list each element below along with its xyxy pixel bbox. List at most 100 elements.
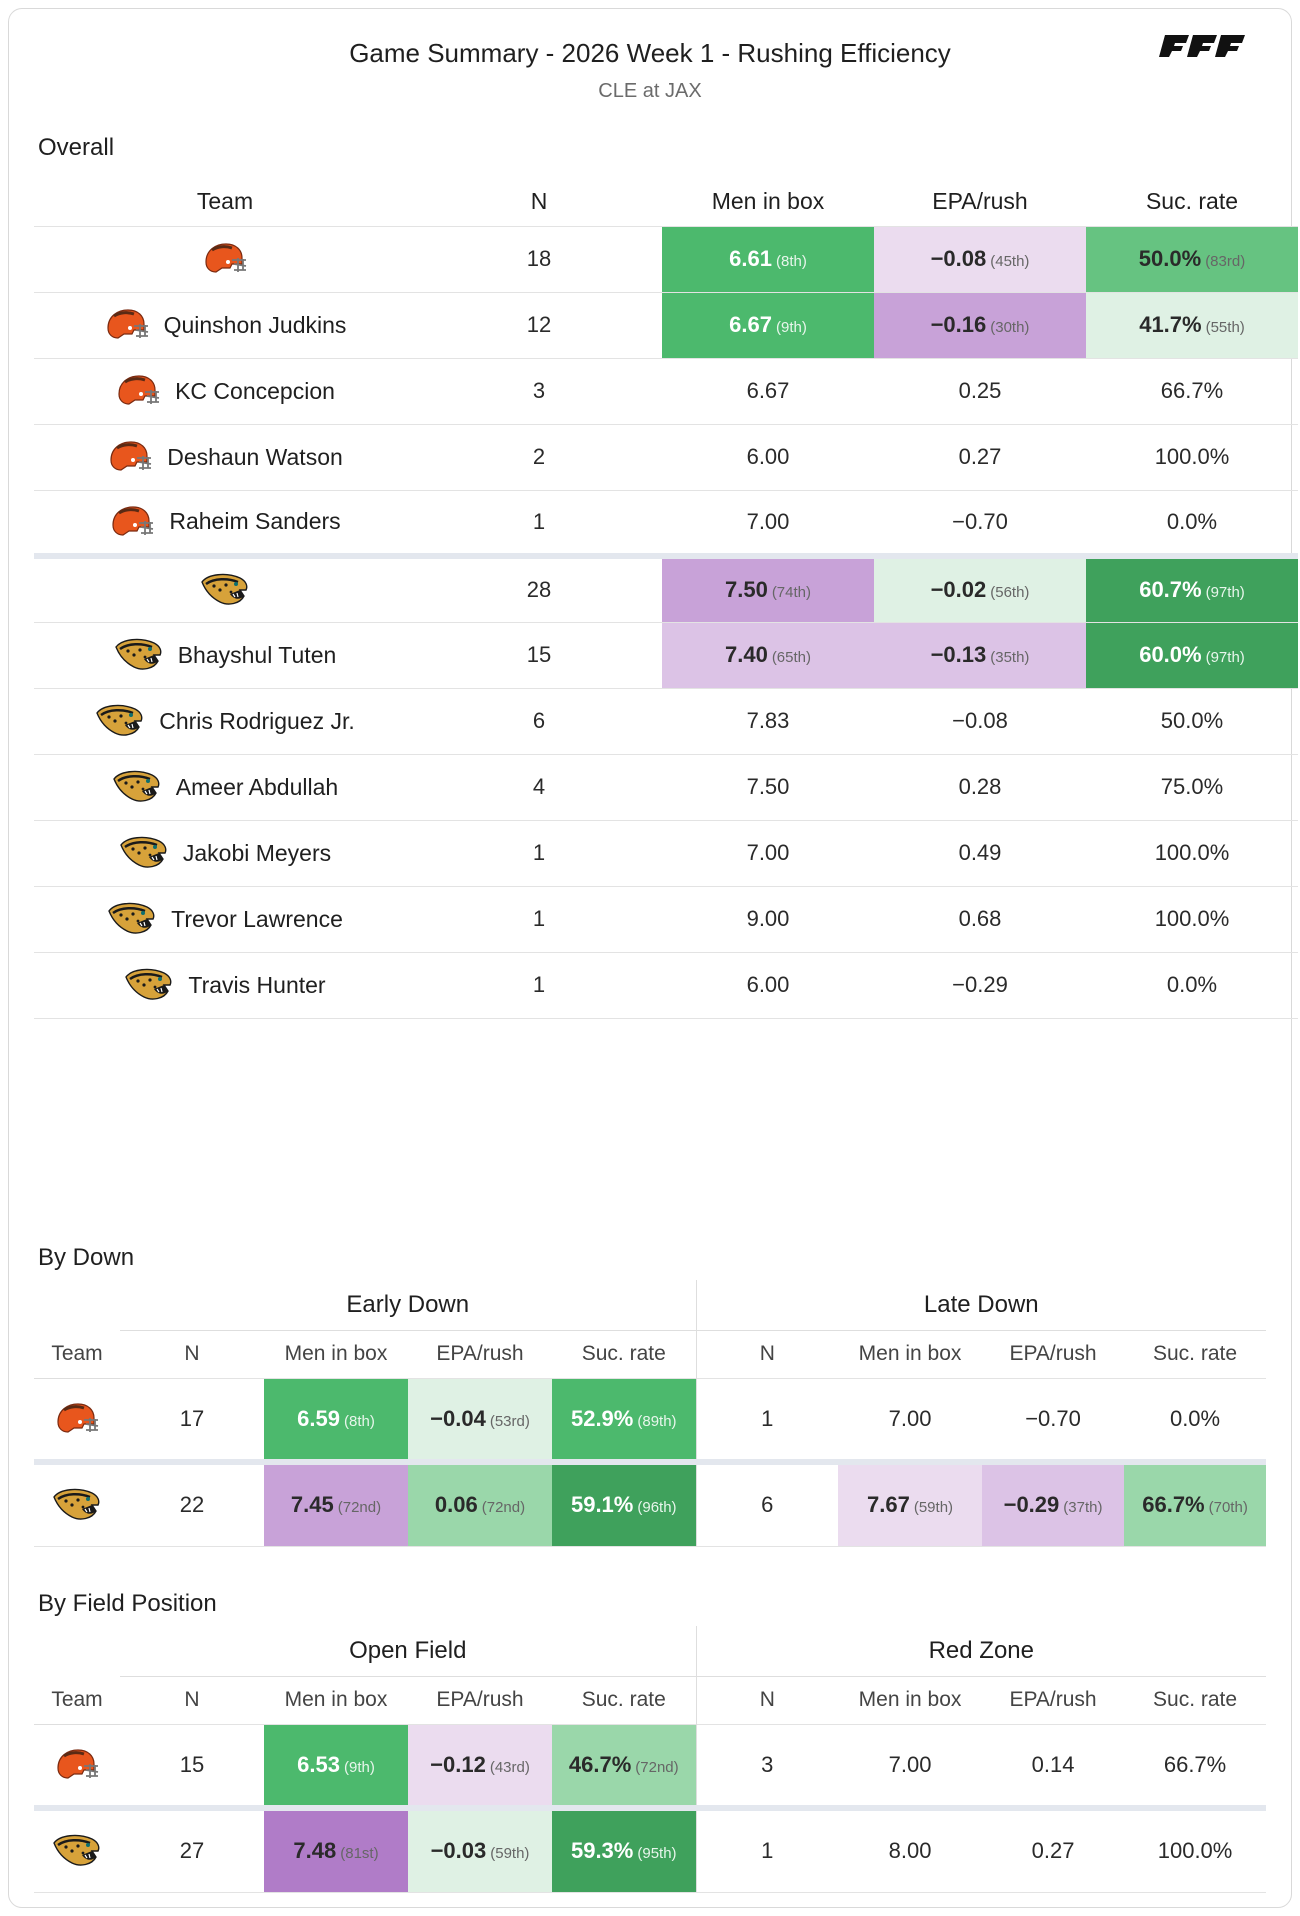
player-name: Ameer Abdullah xyxy=(175,773,339,800)
team-row: 18 6.61 (8th) −0.08 (45th) 50.0% (83rd) xyxy=(34,225,1298,292)
stat-cell: 7.83 xyxy=(662,687,874,754)
n-cell: 15 xyxy=(416,621,662,688)
jaguars-logo-icon xyxy=(52,1833,102,1869)
stat-value: −0.03 xyxy=(430,1838,487,1864)
team-cell: Chris Rodriguez Jr. xyxy=(34,687,416,754)
browns-helmet-icon xyxy=(107,440,153,474)
stat-cell: 46.7% (72nd) xyxy=(552,1723,697,1808)
player-name: KC Concepcion xyxy=(175,377,335,404)
team-row: 27 7.48 (81st) −0.03 (59th) 59.3% (95th) 1 … xyxy=(34,1805,1267,1893)
stat-cell: 8.00 xyxy=(838,1805,983,1893)
stat-rank: (59th) xyxy=(913,1499,954,1517)
stat-value: 7.40 xyxy=(724,642,768,667)
stat-value: 7.00 xyxy=(888,1405,932,1431)
stat-n: 1 xyxy=(761,1838,774,1864)
col-epa-rush: EPA/rush xyxy=(436,1688,524,1711)
player-row: Deshaun Watson 2 6.00 0.27 100.0% xyxy=(34,423,1298,490)
stat-value: 0.06 xyxy=(434,1492,478,1518)
stat-value: −0.29 xyxy=(952,972,1008,997)
stat-rank: (45th) xyxy=(990,253,1030,270)
stat-rank: (30th) xyxy=(990,319,1030,336)
player-row: Chris Rodriguez Jr. 6 7.83 −0.08 50.0% xyxy=(34,687,1298,754)
stat-cell: 100.0% xyxy=(1124,1805,1267,1893)
col-epa-rush: EPA/rush xyxy=(1009,1342,1097,1365)
by-field-position-table: Open Field Red Zone Team N Men in box EP… xyxy=(34,1626,1267,1893)
stat-cell: 60.0% (97th) xyxy=(1086,621,1298,688)
stat-value: 6.53 xyxy=(297,1751,340,1777)
stat-cell: −0.70 xyxy=(982,1377,1125,1462)
stat-n: 1 xyxy=(761,1405,774,1431)
stat-value: 6.61 xyxy=(729,246,772,271)
jaguars-logo-icon xyxy=(95,703,145,739)
stat-cell: 7.50 (74th) xyxy=(662,553,874,622)
stat-cell: 0.25 xyxy=(874,357,1086,424)
stat-rank: (72nd) xyxy=(337,1499,382,1517)
stat-value: 8.00 xyxy=(888,1838,932,1864)
stat-value: 0.25 xyxy=(958,378,1002,403)
stat-cell: −0.70 xyxy=(874,489,1086,556)
col-men-in-box: Men in box xyxy=(858,1342,962,1365)
stat-n: 3 xyxy=(761,1751,774,1777)
stat-cell: 41.7% (55th) xyxy=(1086,291,1298,358)
group-header-left: Early Down xyxy=(120,1280,697,1331)
team-cell: Jakobi Meyers xyxy=(34,819,416,886)
stat-value: 100.0% xyxy=(1154,444,1230,469)
stat-cell: 7.67 (59th) xyxy=(838,1459,983,1547)
stat-rank: (72nd) xyxy=(481,1499,526,1517)
stat-rank: (53rd) xyxy=(489,1412,530,1430)
player-row: Bhayshul Tuten 15 7.40 (65th) −0.13 (35th)… xyxy=(34,621,1298,688)
col-men-in-box: Men in box xyxy=(284,1688,388,1711)
stat-cell: 6.00 xyxy=(662,951,874,1019)
stat-rank: (83rd) xyxy=(1205,253,1246,270)
browns-helmet-icon xyxy=(104,308,150,342)
stat-cell: 59.3% (95th) xyxy=(552,1805,697,1893)
jaguars-logo-icon xyxy=(52,1487,102,1523)
stat-value: 7.50 xyxy=(746,774,790,799)
team-cell: Travis Hunter xyxy=(34,951,416,1019)
team-row: 22 7.45 (72nd) 0.06 (72nd) 59.1% (96th) 6 7… xyxy=(34,1459,1267,1547)
stat-cell: 7.00 xyxy=(838,1723,983,1808)
stat-value: −0.16 xyxy=(930,312,987,337)
team-cell xyxy=(34,1459,120,1547)
player-name: Travis Hunter xyxy=(188,971,326,998)
col-suc-rate: Suc. rate xyxy=(581,1342,666,1365)
stat-cell: −0.03 (59th) xyxy=(408,1805,552,1893)
stat-cell: 0.0% xyxy=(1086,951,1298,1019)
player-row: Jakobi Meyers 1 7.00 0.49 100.0% xyxy=(34,819,1298,886)
stat-cell: −0.16 (30th) xyxy=(874,291,1086,358)
stat-value: 7.67 xyxy=(867,1492,910,1518)
stat-cell: 0.68 xyxy=(874,885,1086,952)
n-cell: 22 xyxy=(120,1459,264,1547)
stat-rank: (8th) xyxy=(775,253,807,270)
player-row: Travis Hunter 1 6.00 −0.29 0.0% xyxy=(34,951,1298,1019)
stat-value: 0.0% xyxy=(1166,972,1218,997)
n-cell: 6 xyxy=(695,1459,839,1547)
n-cell: 1 xyxy=(416,951,662,1019)
stat-cell: 7.00 xyxy=(662,489,874,556)
stat-n: 17 xyxy=(179,1405,205,1431)
stat-rank: (95th) xyxy=(637,1845,677,1863)
group-header-left: Open Field xyxy=(120,1626,697,1677)
team-cell xyxy=(34,1805,120,1893)
stat-value: 52.9% xyxy=(570,1405,634,1431)
page-title: Game Summary - 2026 Week 1 - Rushing Eff… xyxy=(349,38,951,68)
player-name: Quinshon Judkins xyxy=(163,311,347,338)
stat-cell: −0.08 (45th) xyxy=(874,225,1086,292)
col-team: Team xyxy=(34,1330,120,1379)
team-cell xyxy=(34,1723,120,1808)
jaguars-logo-icon xyxy=(114,637,164,673)
n-cell: 1 xyxy=(416,819,662,886)
by-down-table: Early Down Late Down Team N Men in box E… xyxy=(34,1280,1267,1547)
stat-value: 100.0% xyxy=(1154,840,1230,865)
browns-helmet-icon xyxy=(109,505,155,539)
n-cell: 1 xyxy=(695,1805,839,1893)
stat-cell: 50.0% xyxy=(1086,687,1298,754)
section-title-overall: Overall xyxy=(38,134,115,161)
stat-value: 6.00 xyxy=(746,972,790,997)
stat-rank: (89th) xyxy=(637,1412,677,1430)
player-row: Quinshon Judkins 12 6.67 (9th) −0.16 (30th… xyxy=(34,291,1298,358)
stat-cell: 100.0% xyxy=(1086,819,1298,886)
stat-value: 7.00 xyxy=(746,508,790,534)
n-cell: 18 xyxy=(416,225,662,292)
stat-value: 50.0% xyxy=(1138,246,1202,271)
